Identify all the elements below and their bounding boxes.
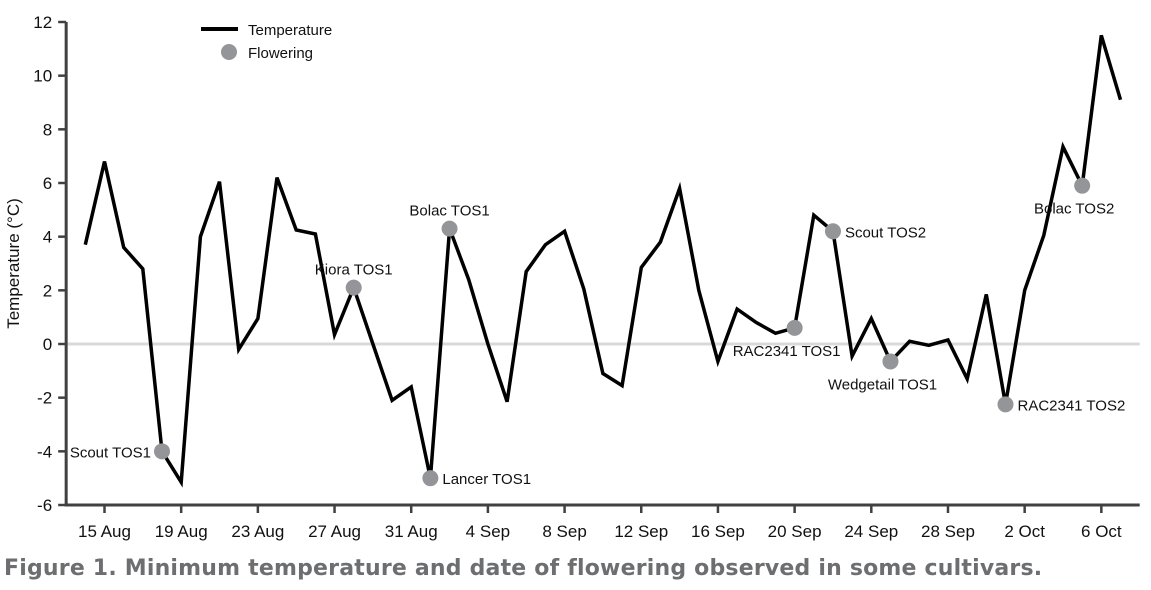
flowering-marker: [882, 353, 899, 370]
flowering-label: Kiora TOS1: [315, 262, 393, 279]
flowering-marker: [345, 279, 362, 296]
y-tick-label: 0: [43, 335, 52, 354]
x-tick-label: 19 Aug: [155, 522, 208, 541]
flowering-marker: [441, 220, 458, 237]
y-axis-label: Temperature (°C): [4, 198, 23, 329]
temperature-line: [83, 34, 1123, 488]
flowering-marker: [422, 470, 439, 487]
legend-label: Temperature: [248, 22, 332, 39]
x-tick-label: 12 Sep: [614, 522, 668, 541]
flowering-marker: [786, 319, 803, 336]
x-tick-label: 15 Aug: [78, 522, 131, 541]
flowering-marker: [824, 223, 841, 240]
flowering-label: Scout TOS2: [845, 224, 926, 241]
legend-marker-icon: [221, 44, 237, 60]
x-tick-label: 24 Sep: [844, 522, 898, 541]
y-tick-label: 4: [43, 228, 52, 247]
legend-label: Flowering: [248, 45, 313, 62]
y-tick-label: 8: [43, 120, 52, 139]
x-tick-label: 6 Oct: [1081, 522, 1122, 541]
flowering-label: Lancer TOS1: [442, 471, 531, 488]
y-tick-label: -4: [37, 442, 52, 461]
flowering-label: RAC2341 TOS2: [1017, 397, 1125, 414]
flowering-label: Scout TOS1: [70, 444, 151, 461]
x-tick-label: 28 Sep: [921, 522, 975, 541]
x-tick-label: 20 Sep: [768, 522, 822, 541]
figure-caption: Figure 1. Minimum temperature and date o…: [4, 556, 1043, 581]
flowering-label: Bolac TOS1: [409, 203, 489, 220]
y-tick-label: 2: [43, 281, 52, 300]
y-tick-label: 12: [33, 13, 52, 32]
x-tick-label: 2 Oct: [1004, 522, 1045, 541]
y-tick-label: 10: [33, 67, 52, 86]
flowering-marker: [154, 443, 171, 460]
x-tick-label: 16 Sep: [691, 522, 745, 541]
x-tick-label: 27 Aug: [308, 522, 361, 541]
flowering-label: Wedgetail TOS1: [828, 376, 937, 393]
y-tick-label: -2: [37, 389, 52, 408]
flowering-marker: [997, 396, 1014, 413]
flowering-label: RAC2341 TOS1: [733, 343, 841, 360]
x-tick-label: 8 Sep: [542, 522, 586, 541]
temperature-chart: 12 10 8 6 4 2 0 -2 -4 -6 15 Aug 19 Aug 23 Aug 27 Aug 3…: [4, 13, 1140, 541]
y-tick-label: -6: [37, 496, 52, 515]
y-tick-label: 6: [43, 174, 52, 193]
x-tick-label: 23 Aug: [231, 522, 284, 541]
flowering-marker: [1074, 177, 1091, 194]
x-tick-label: 31 Aug: [385, 522, 438, 541]
flowering-label: Bolac TOS2: [1034, 201, 1114, 218]
x-tick-label: 4 Sep: [466, 522, 510, 541]
